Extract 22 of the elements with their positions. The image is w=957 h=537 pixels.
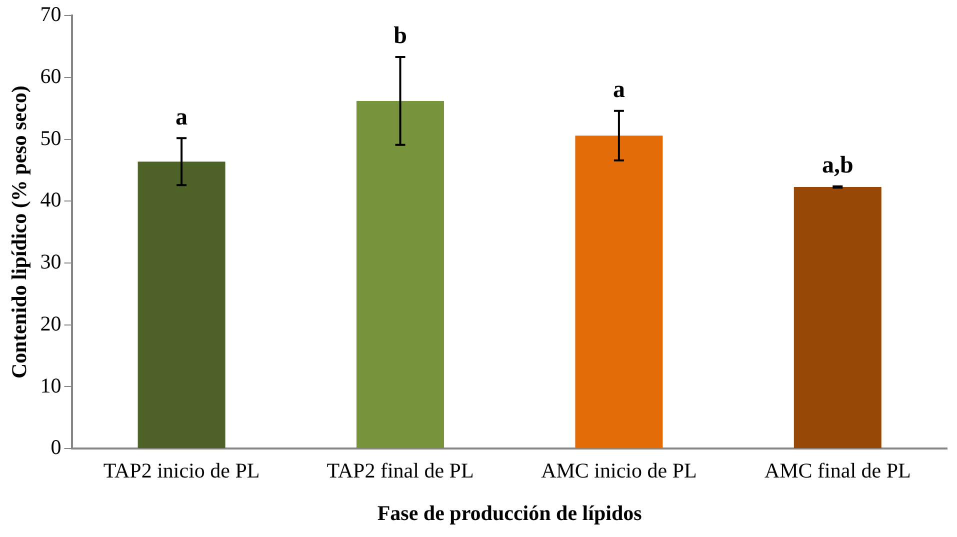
annotation: a (612, 77, 625, 104)
annotation: a,b (822, 152, 854, 179)
x-tick-label: AMC inicio de PL (541, 458, 697, 483)
y-tick-label: 0 (50, 435, 62, 460)
x-tick-label: AMC final de PL (764, 458, 911, 483)
x-axis-title: Fase de producción de lípidos (377, 500, 642, 525)
y-tick-label: 10 (40, 373, 62, 398)
y-tick-label: 40 (40, 188, 62, 212)
y-axis-title: Contenido lipídico (% peso seco) (7, 86, 32, 379)
bar (138, 162, 226, 448)
y-tick-label: 20 (40, 311, 62, 336)
y-tick-label: 50 (40, 126, 62, 150)
bar (794, 186, 882, 448)
x-tick-label: TAP2 final de PL (326, 458, 474, 483)
annotation: b (394, 23, 407, 50)
y-tick-label: 60 (40, 64, 62, 88)
annotation: a (176, 104, 188, 130)
bar (356, 100, 444, 448)
x-tick-label: TAP2 inicio de PL (103, 458, 260, 483)
y-tick-label: 30 (40, 250, 62, 274)
y-tick-label: 70 (40, 2, 62, 26)
bar (575, 136, 663, 448)
